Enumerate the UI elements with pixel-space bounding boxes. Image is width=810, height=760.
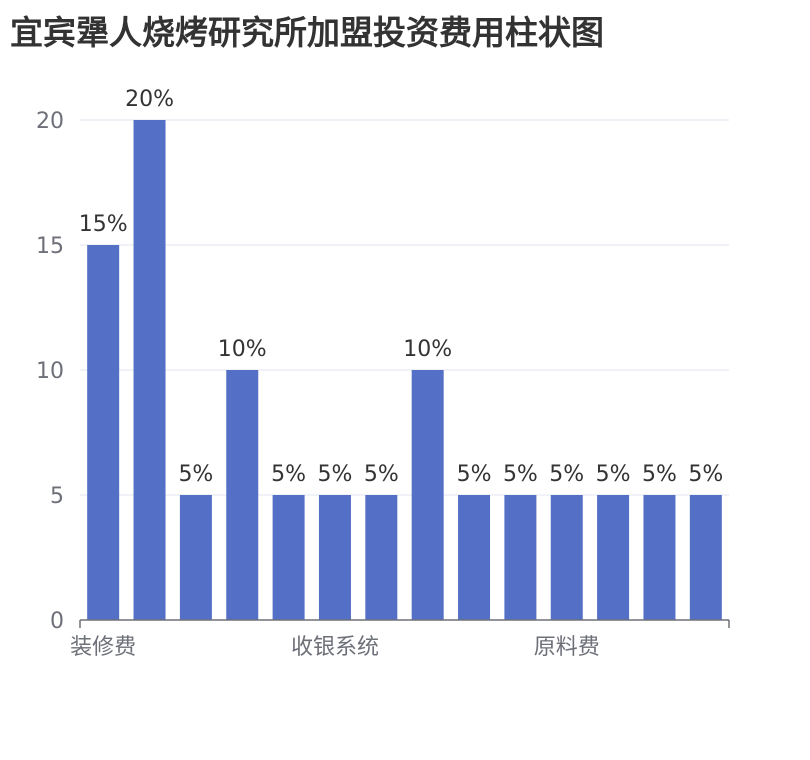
x-category-label: 收银系统 [291,635,379,660]
data-label: 10% [403,337,452,362]
data-label: 20% [125,87,174,112]
y-tick-label: 0 [50,609,64,634]
data-label: 5% [178,462,213,487]
data-label: 5% [688,462,723,487]
data-label: 5% [271,462,306,487]
data-label: 5% [549,462,584,487]
x-axis: 装修费 收银系统 原料费 [70,619,730,660]
bar [411,370,444,620]
bar [689,495,722,620]
bar [272,495,305,620]
data-label: 5% [503,462,538,487]
y-tick-label: 10 [36,359,64,384]
bar [550,495,583,620]
y-tick-label: 15 [36,234,64,259]
bar [133,120,166,620]
data-label: 10% [218,337,267,362]
y-tick-label: 5 [50,484,64,509]
bar [643,495,676,620]
bar [597,495,630,620]
bar [318,495,351,620]
data-labels: 15% 20% 5% 10% 5% 5% 5% 10% 5% 5% 5% 5% 5% 5% [79,87,724,487]
x-category-label: 装修费 [70,635,136,660]
chart-title: 宜宾犟人烧烤研究所加盟投资费用柱状图 [10,13,604,52]
data-label: 5% [318,462,353,487]
data-label: 5% [457,462,492,487]
bars [87,120,722,620]
data-label: 5% [596,462,631,487]
bar [87,245,120,620]
bar [179,495,212,620]
data-label: 5% [364,462,399,487]
x-category-label: 原料费 [534,635,600,660]
y-tick-label: 20 [36,109,64,134]
bar [504,495,537,620]
bar [365,495,398,620]
grid-lines [80,119,729,496]
data-label: 5% [642,462,677,487]
data-label: 15% [79,212,128,237]
bar [226,370,259,620]
y-axis-tick-labels: 0 5 10 15 20 [36,109,64,634]
bar [458,495,491,620]
